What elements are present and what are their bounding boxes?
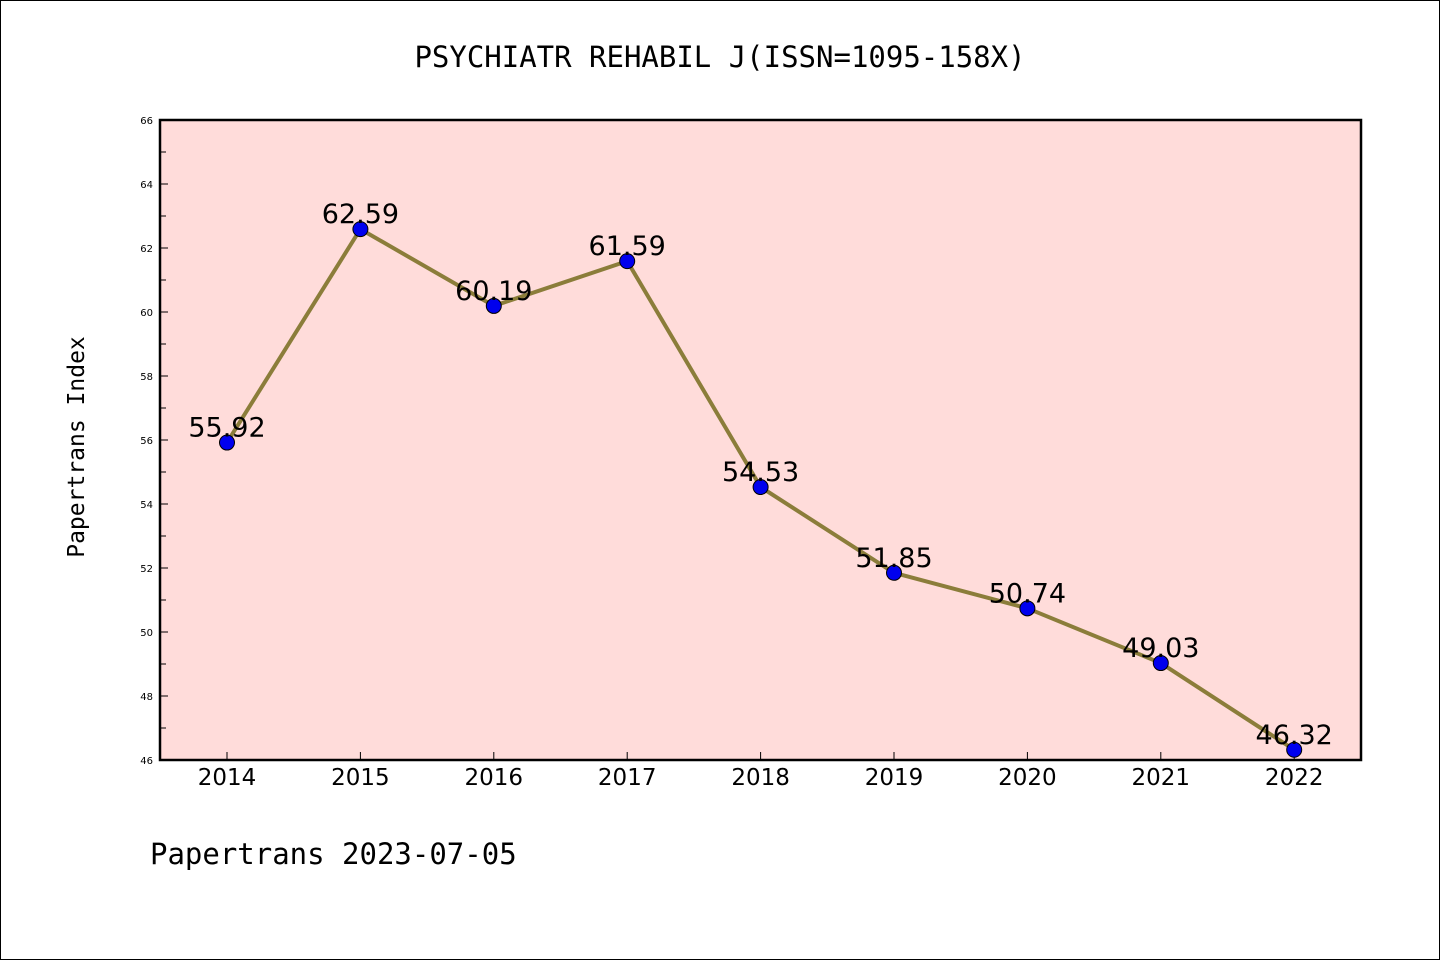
y-tick-label: 56 xyxy=(140,436,153,447)
y-tick-label: 62 xyxy=(140,244,153,255)
x-tick-label: 2019 xyxy=(865,765,924,791)
data-point xyxy=(619,253,636,270)
y-tick-label: 52 xyxy=(140,564,153,575)
data-point xyxy=(1152,655,1169,672)
x-tick-label: 2020 xyxy=(998,765,1057,791)
y-axis: 46 48 50 52 54 56 58 60 62 64 66 xyxy=(140,116,168,767)
data-point xyxy=(219,434,235,451)
x-axis: 2014 2015 2016 2017 2018 2019 2020 2021 2022 xyxy=(198,752,1324,791)
data-label: 62.59 xyxy=(322,199,399,230)
x-tick-label: 2018 xyxy=(731,765,790,791)
y-tick-label: 60 xyxy=(140,308,153,319)
data-label: 60.19 xyxy=(455,276,532,307)
y-tick-label: 50 xyxy=(140,628,153,639)
y-tick-label: 58 xyxy=(140,372,153,383)
x-tick-label: 2016 xyxy=(465,765,524,791)
y-tick-label: 66 xyxy=(140,116,153,127)
data-label: 54.53 xyxy=(722,457,799,488)
data-label: 51.85 xyxy=(855,543,932,574)
data-label: 46.32 xyxy=(1256,720,1333,751)
chart-title: PSYCHIATR REHABIL J(ISSN=1095-158X) xyxy=(414,40,1025,74)
x-tick-label: 2022 xyxy=(1265,765,1324,791)
x-tick-label: 2021 xyxy=(1132,765,1191,791)
data-label: 49.03 xyxy=(1122,633,1199,664)
x-tick-label: 2017 xyxy=(598,765,657,791)
y-tick-label: 54 xyxy=(140,500,153,511)
y-tick-label: 46 xyxy=(140,756,153,767)
data-point xyxy=(886,564,902,581)
data-label: 50.74 xyxy=(989,578,1066,609)
data-point xyxy=(752,479,769,496)
y-tick-label: 48 xyxy=(140,692,153,703)
data-labels: 55.92 62.59 60.19 61.59 54.53 51.85 50.74 49.03… xyxy=(188,199,1332,751)
footer-text: Papertrans 2023-07-05 xyxy=(150,837,517,871)
data-label: 55.92 xyxy=(188,413,265,444)
series-markers xyxy=(219,221,1303,758)
data-point xyxy=(1019,600,1036,617)
data-label: 61.59 xyxy=(589,231,666,262)
data-point xyxy=(1286,741,1303,758)
y-tick-label: 64 xyxy=(140,180,153,191)
y-axis-label: Papertrans Index xyxy=(64,336,90,558)
x-tick-label: 2015 xyxy=(331,765,390,791)
data-point xyxy=(352,221,369,238)
x-tick-label: 2014 xyxy=(198,765,257,791)
data-point xyxy=(485,297,502,314)
